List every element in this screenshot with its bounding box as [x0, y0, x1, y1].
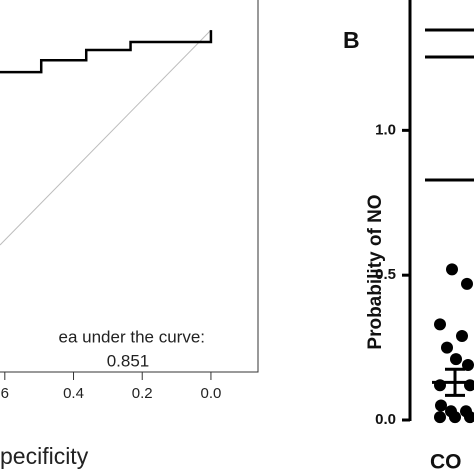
x-axis-label: pecificity [0, 443, 89, 469]
curve [0, 30, 213, 74]
annotation: 0.851 [107, 351, 150, 370]
y-axis-label: Probability of NO [365, 194, 386, 349]
x-tick-label: 0.4 [63, 385, 84, 402]
dot [461, 277, 473, 290]
dot-panel: B Probability of NO 0.0 0.5 1.0 CO [343, 0, 474, 474]
y-tick-label: 0.0 [375, 411, 396, 428]
dot [434, 411, 446, 424]
plot-frame [0, 0, 259, 373]
dot [435, 399, 447, 412]
dot [450, 353, 462, 366]
y-tick-label: 0.5 [375, 266, 396, 283]
x-tick-label: 0.0 [201, 385, 222, 402]
dot [434, 318, 446, 331]
dot [446, 263, 458, 276]
dot [441, 341, 453, 354]
roc-panel: pecificity ea under the curve: 0.851 6 0.… [0, 0, 259, 469]
x-tick-label: 6 [1, 385, 9, 402]
y-tick-label: 1.0 [375, 121, 396, 138]
panel-label: B [343, 27, 360, 53]
annotation: ea under the curve: [59, 327, 205, 346]
dot [449, 411, 461, 424]
x-tick-label: CO [430, 451, 462, 474]
error-bar [445, 367, 465, 397]
dot [464, 411, 474, 424]
dot [456, 330, 468, 342]
x-tick-label: 0.2 [132, 385, 153, 402]
curve [0, 29, 212, 246]
